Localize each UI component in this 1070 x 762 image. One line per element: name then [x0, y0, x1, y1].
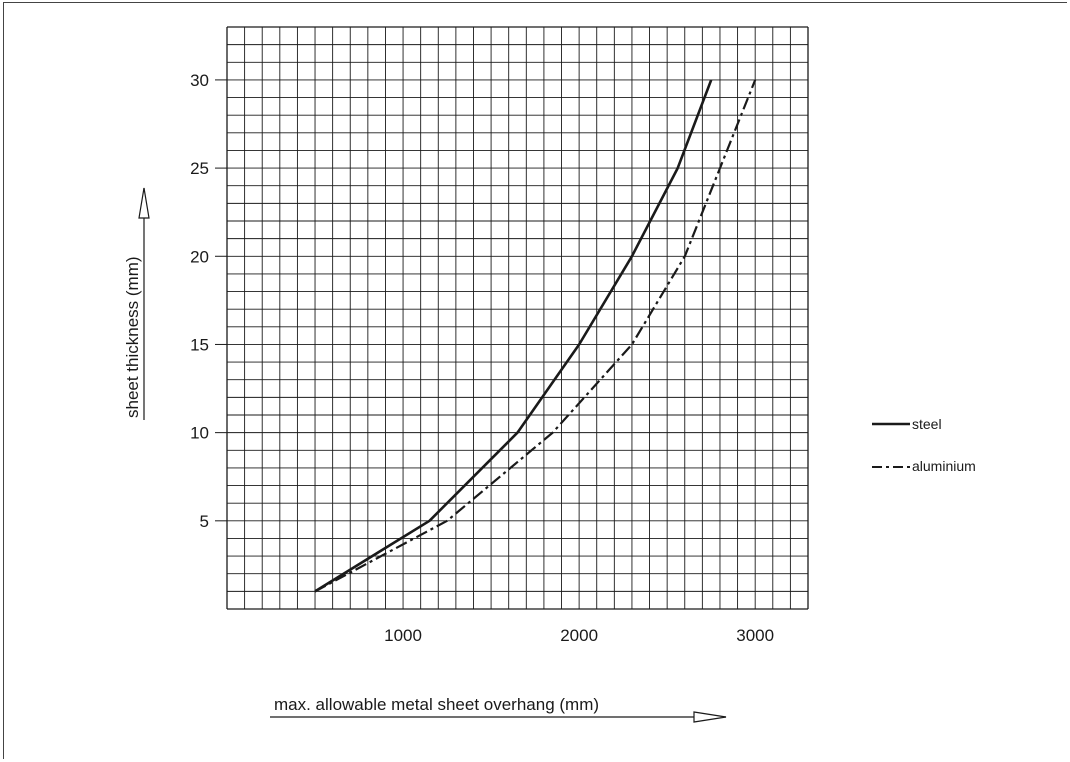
y-tick-label: 30	[190, 71, 209, 90]
y-tick-label: 20	[190, 247, 209, 266]
series-line-steel	[314, 79, 713, 593]
y-tick-label: 15	[190, 335, 209, 354]
y-axis-title-group: sheet thickness (mm)	[123, 187, 150, 420]
legend-steel-label: steel	[912, 416, 942, 432]
x-tick-label: 3000	[736, 626, 774, 645]
series-line-aluminium	[314, 79, 757, 593]
legend: steel aluminium	[872, 416, 976, 474]
x-axis-arrow-icon	[693, 711, 727, 723]
grid	[226, 26, 809, 610]
y-tick-label: 25	[190, 159, 209, 178]
x-tick-label: 1000	[384, 626, 422, 645]
tick-labels: 5 10 15 20 25 30 1000 2000 3000	[190, 71, 774, 645]
y-tick-label: 5	[200, 512, 209, 531]
x-axis-title: max. allowable metal sheet overhang (mm)	[274, 695, 599, 714]
x-tick-label: 2000	[560, 626, 598, 645]
legend-aluminium-label: aluminium	[912, 458, 976, 474]
x-axis-title-group: max. allowable metal sheet overhang (mm)	[270, 695, 727, 723]
y-axis-title: sheet thickness (mm)	[123, 256, 142, 418]
figure-frame	[3, 2, 1067, 759]
series-layer	[314, 79, 757, 593]
y-tick-label: 10	[190, 424, 209, 443]
y-axis-arrow-icon	[138, 187, 150, 219]
